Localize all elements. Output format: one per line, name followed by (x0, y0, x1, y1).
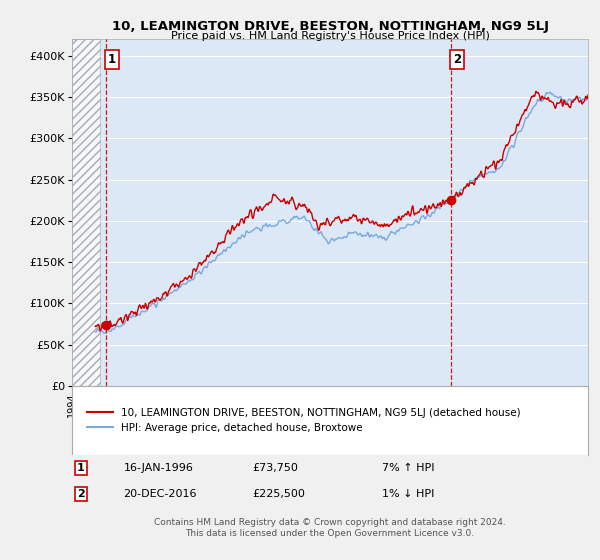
Text: £73,750: £73,750 (253, 463, 298, 473)
Text: 7% ↑ HPI: 7% ↑ HPI (382, 463, 434, 473)
Text: Price paid vs. HM Land Registry's House Price Index (HPI): Price paid vs. HM Land Registry's House … (170, 31, 490, 41)
Text: 2: 2 (77, 489, 85, 499)
Text: 1: 1 (108, 53, 116, 66)
Bar (72, 39, 100, 386)
Text: 2: 2 (453, 53, 461, 66)
Text: £225,500: £225,500 (253, 489, 305, 499)
Legend: 10, LEAMINGTON DRIVE, BEESTON, NOTTINGHAM, NG9 5LJ (detached house), HPI: Averag: 10, LEAMINGTON DRIVE, BEESTON, NOTTINGHA… (82, 404, 525, 437)
Text: 10, LEAMINGTON DRIVE, BEESTON, NOTTINGHAM, NG9 5LJ: 10, LEAMINGTON DRIVE, BEESTON, NOTTINGHA… (112, 20, 548, 32)
Text: 1: 1 (77, 463, 85, 473)
Text: 16-JAN-1996: 16-JAN-1996 (124, 463, 193, 473)
Text: 1% ↓ HPI: 1% ↓ HPI (382, 489, 434, 499)
Text: 20-DEC-2016: 20-DEC-2016 (124, 489, 197, 499)
Text: Contains HM Land Registry data © Crown copyright and database right 2024.
This d: Contains HM Land Registry data © Crown c… (154, 519, 506, 538)
